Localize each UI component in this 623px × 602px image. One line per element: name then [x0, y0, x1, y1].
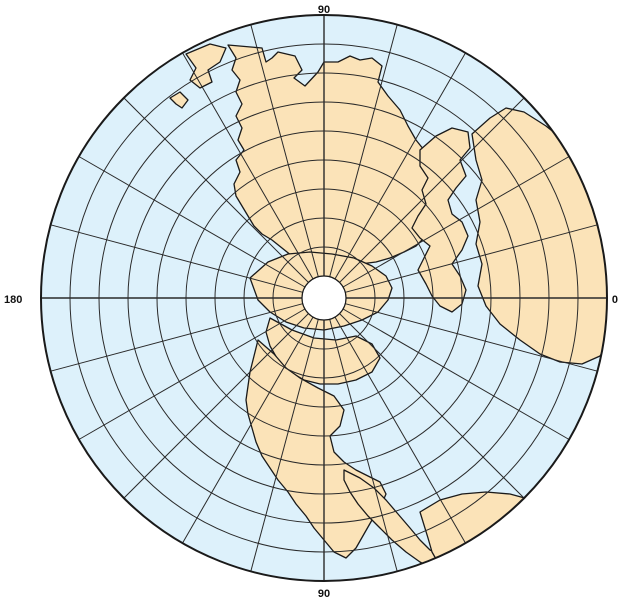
- meridian-line: [339, 97, 525, 283]
- land-europe: [411, 127, 471, 313]
- meridian-line: [250, 24, 319, 277]
- meridian-line: [50, 303, 303, 372]
- land-north-america: [245, 339, 387, 559]
- label-bottom-90: 90: [318, 588, 330, 600]
- label-left-180: 180: [4, 294, 22, 306]
- meridian-line: [78, 308, 306, 440]
- meridian-line: [339, 313, 525, 499]
- meridian-line: [345, 224, 598, 293]
- meridian-line: [182, 52, 314, 280]
- meridian-line: [342, 156, 570, 288]
- meridian-line: [123, 313, 309, 499]
- label-top-90: 90: [318, 4, 330, 16]
- graticule: [41, 15, 607, 581]
- meridian-line: [334, 316, 466, 544]
- meridian-line: [123, 97, 309, 283]
- pole-cap: [301, 275, 347, 321]
- land-eurasia: [227, 44, 447, 271]
- label-right-0: 0: [612, 294, 618, 306]
- meridian-line: [345, 303, 598, 372]
- meridian-line: [334, 52, 466, 280]
- land-japan: [169, 91, 189, 109]
- meridian-line: [329, 319, 398, 572]
- meridian-line: [329, 24, 398, 277]
- meridian-line: [50, 224, 303, 293]
- meridian-line: [342, 308, 570, 440]
- meridian-line: [182, 316, 314, 544]
- meridian-line: [250, 319, 319, 572]
- meridian-line: [78, 156, 306, 288]
- globe-outline: [40, 14, 608, 582]
